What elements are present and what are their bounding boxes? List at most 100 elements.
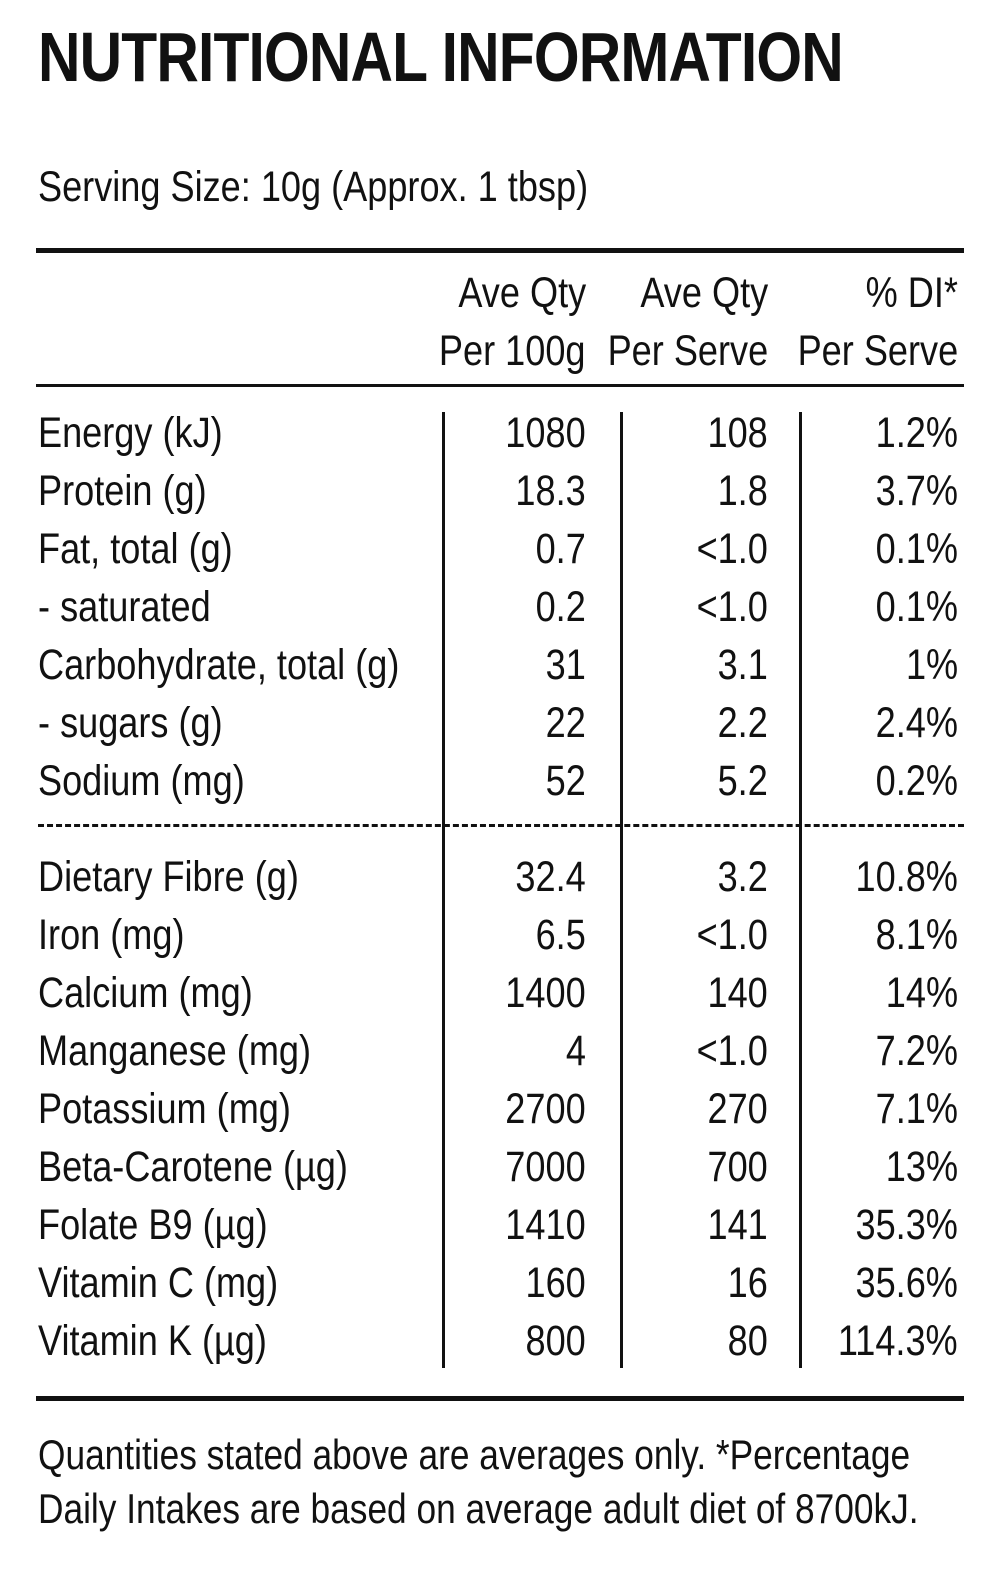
value-per-serve-cell: 3.1 [708,636,768,694]
value-per-serve-cell: 3.2 [708,848,768,906]
value-per-100g: 52 [545,757,586,805]
value-per-serve: 1.8 [717,467,768,515]
title-text: NUTRITIONAL INFORMATION [38,18,844,96]
value-per-100g: 0.7 [535,525,586,573]
value-percent-di: 2.4% [875,699,958,747]
footnote-line-2: Daily Intakes are based on average adult… [38,1485,919,1532]
value-percent-di-cell: 1.2% [860,404,958,462]
value-per-100g-cell: 1400 [490,964,586,1022]
table-row: - saturated 0.2 <1.0 0.1% [0,578,1000,636]
value-percent-di-cell: 2.4% [860,694,958,752]
column-header-di: % DI* Per Serve [767,264,958,380]
value-per-serve: 80 [727,1317,768,1365]
value-per-serve: 5.2 [717,757,768,805]
value-per-100g: 18.3 [515,467,586,515]
header-bottom-rule [36,384,964,387]
value-per-100g-cell: 800 [514,1312,586,1370]
value-per-serve-cell: 80 [720,1312,768,1370]
nutrient-name-cell: Calcium (mg) [38,964,294,1022]
value-per-serve-cell: 108 [696,404,768,462]
value-per-serve: <1.0 [696,911,768,959]
table-row: Folate B9 (µg) 1410 141 35.3% [0,1196,1000,1254]
value-per-serve: 3.1 [717,641,768,689]
value-per-100g-cell: 7000 [490,1138,586,1196]
nutrient-name: Manganese (mg) [38,1027,312,1075]
value-percent-di: 7.1% [875,1085,958,1133]
nutrient-name: Vitamin C (mg) [38,1259,279,1307]
value-per-serve-cell: <1.0 [683,520,768,578]
value-percent-di: 35.3% [855,1201,958,1249]
nutrient-name: Calcium (mg) [38,969,253,1017]
nutrient-name-cell: - saturated [38,578,244,636]
table-row: Manganese (mg) 4 <1.0 7.2% [0,1022,1000,1080]
table-row: - sugars (g) 22 2.2 2.4% [0,694,1000,752]
serving-size: Serving Size: 10g (Approx. 1 tbsp) [38,166,693,209]
value-per-serve-cell: 1.8 [708,462,768,520]
column-divider-1 [442,412,445,1368]
value-per-100g: 2700 [505,1085,586,1133]
value-per-serve: 141 [707,1201,768,1249]
table-row: Sodium (mg) 52 5.2 0.2% [0,752,1000,810]
value-per-100g: 7000 [505,1143,586,1191]
nutrient-name-cell: Fat, total (g) [38,520,270,578]
value-percent-di-cell: 14% [872,964,958,1022]
value-per-serve-cell: 2.2 [708,694,768,752]
value-percent-di-cell: 0.2% [860,752,958,810]
nutrient-name-cell: Manganese (mg) [38,1022,363,1080]
footnote-line-1: Quantities stated above are averages onl… [38,1431,911,1478]
value-per-serve: 140 [707,969,768,1017]
column-header-line2: Per Serve [797,327,958,375]
table-row: Energy (kJ) 1080 108 1.2% [0,404,1000,462]
column-header-line2: Per Serve [607,327,768,375]
value-per-serve-cell: 270 [696,1080,768,1138]
value-percent-di-cell: 114.3% [815,1312,958,1370]
nutrient-name: Folate B9 (µg) [38,1201,268,1249]
value-per-100g-cell: 18.3 [502,462,586,520]
value-percent-di: 0.1% [875,525,958,573]
value-percent-di: 3.7% [875,467,958,515]
value-per-100g-cell: 52 [538,752,586,810]
nutrient-name: Protein (g) [38,467,207,515]
value-per-100g: 1400 [505,969,586,1017]
column-divider-2 [620,412,623,1368]
value-percent-di-cell: 0.1% [860,578,958,636]
nutrient-name: Potassium (mg) [38,1085,291,1133]
value-per-serve-cell: <1.0 [683,906,768,964]
value-percent-di: 0.1% [875,583,958,631]
nutrient-name-cell: - sugars (g) [38,694,258,752]
value-per-serve: <1.0 [696,1027,768,1075]
nutrient-name-cell: Vitamin C (mg) [38,1254,324,1312]
value-per-serve: 108 [707,409,768,457]
value-per-100g: 160 [525,1259,586,1307]
value-per-100g-cell: 2700 [490,1080,586,1138]
nutrient-name-cell: Iron (mg) [38,906,212,964]
value-per-100g-cell: 32.4 [502,848,586,906]
value-per-serve: 700 [707,1143,768,1191]
table-row: Vitamin K (µg) 800 80 114.3% [0,1312,1000,1370]
value-per-100g: 800 [525,1317,586,1365]
value-per-100g: 0.2 [535,583,586,631]
nutrient-name-cell: Beta-Carotene (µg) [38,1138,407,1196]
value-per-100g-cell: 160 [514,1254,586,1312]
nutrient-name-cell: Folate B9 (µg) [38,1196,311,1254]
value-per-serve-cell: 141 [696,1196,768,1254]
value-percent-di: 7.2% [875,1027,958,1075]
nutrient-name-cell: Sodium (mg) [38,752,284,810]
nutrient-name: Fat, total (g) [38,525,233,573]
value-percent-di-cell: 3.7% [860,462,958,520]
value-percent-di-cell: 7.2% [860,1022,958,1080]
value-per-100g: 6.5 [535,911,586,959]
value-per-serve: 16 [727,1259,768,1307]
table-row: Carbohydrate, total (g) 31 3.1 1% [0,636,1000,694]
value-percent-di-cell: 7.1% [860,1080,958,1138]
nutrient-name: Iron (mg) [38,911,185,959]
footnote: Quantities stated above are averages onl… [38,1428,1000,1536]
value-per-serve: <1.0 [696,525,768,573]
nutrient-name: - sugars (g) [38,699,223,747]
value-per-serve-cell: 700 [696,1138,768,1196]
nutrient-name-cell: Vitamin K (µg) [38,1312,311,1370]
value-percent-di: 1.2% [875,409,958,457]
value-percent-di: 10.8% [855,853,958,901]
value-per-100g-cell: 0.7 [526,520,586,578]
value-percent-di: 114.3% [838,1317,958,1365]
